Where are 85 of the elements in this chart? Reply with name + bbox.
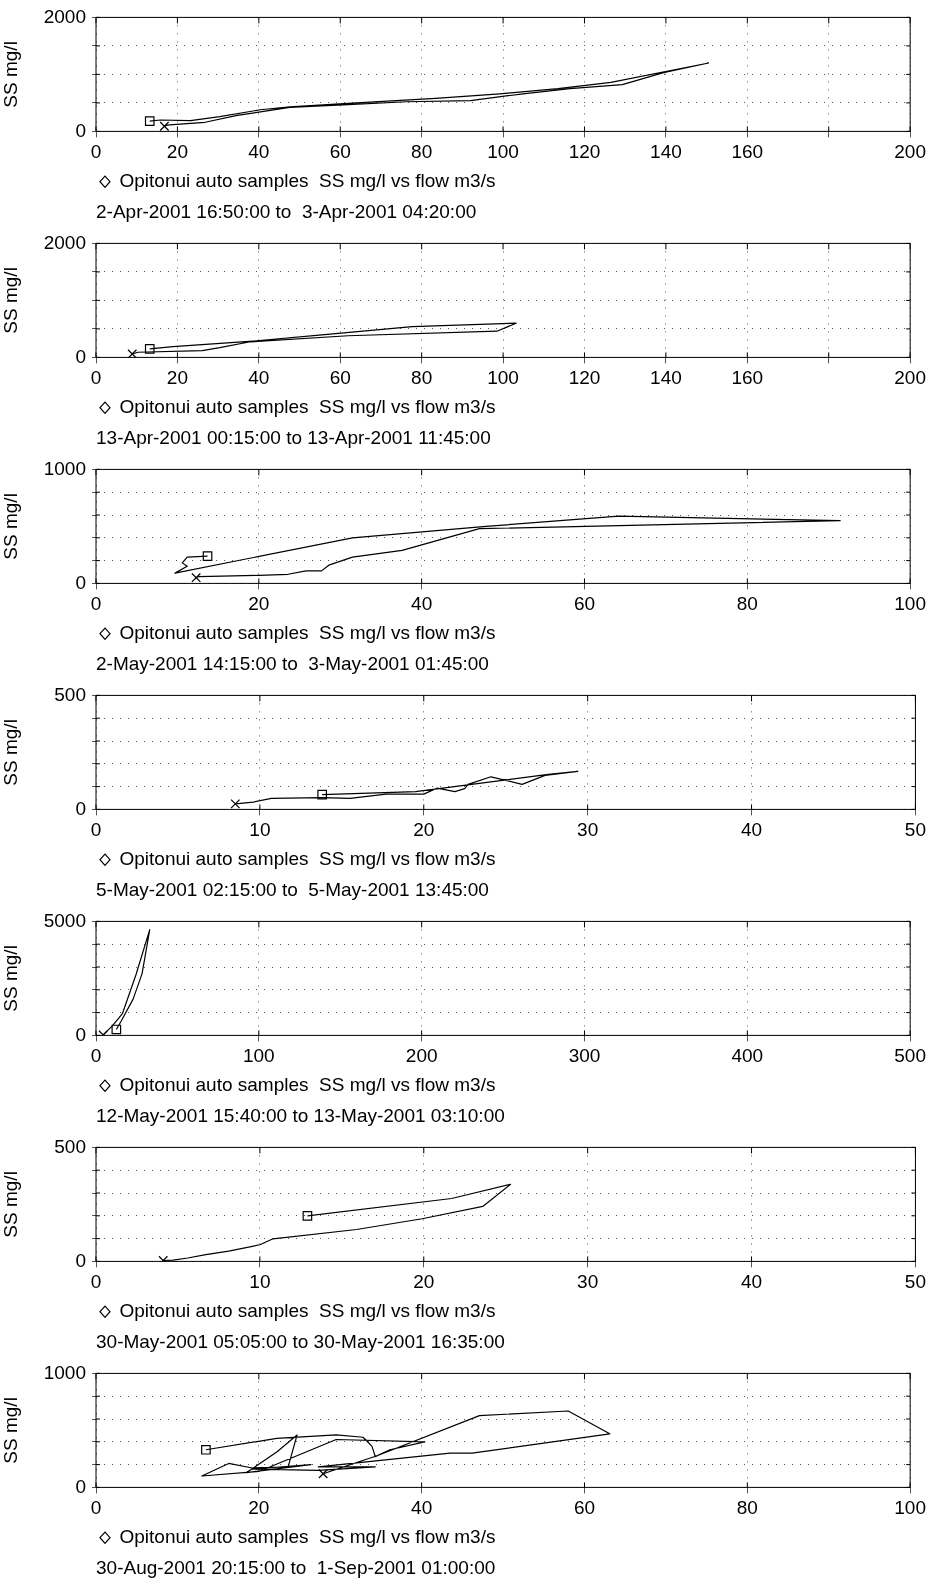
y-tick-label: 0	[75, 1475, 86, 1497]
legend-label: Opitonui auto samples SS mg/l vs flow m3/s	[119, 621, 496, 643]
x-tick-label: 20	[248, 593, 270, 615]
x-tick-label: 80	[411, 141, 433, 163]
y-tick-label: 0	[75, 345, 86, 367]
x-tick-label: 200	[894, 141, 926, 163]
text: 12-May-2001 15:40:00 to 13-May-2001 03:10:00	[96, 1104, 505, 1126]
x-tick-label: 80	[736, 593, 758, 615]
x-tick-label: 400	[731, 1045, 764, 1067]
x-tick-label: 10	[249, 1271, 271, 1293]
text: 2-May-2001 14:15:00 to 3-May-2001 01:45:00	[96, 652, 489, 674]
x-tick-label: 60	[573, 1497, 596, 1519]
y-tick-label: 0	[75, 571, 86, 593]
y-tick-label: 500	[54, 1135, 86, 1157]
x-tick-label: 40	[740, 1271, 763, 1293]
x-tick-label: 50	[904, 1271, 926, 1293]
x-tick-label: 60	[329, 141, 351, 163]
text: 30-May-2001 05:05:00 to 30-May-2001 16:35:00	[96, 1330, 505, 1352]
x-tick-label: 50	[904, 819, 926, 841]
legend-label: Opitonui auto samples SS mg/l vs flow m3/s	[119, 1525, 496, 1547]
x-tick-label: 0	[90, 141, 102, 163]
x-tick-label: 140	[650, 367, 682, 389]
x-tick-label: 100	[894, 1497, 926, 1519]
y-tick-label: 5000	[43, 909, 86, 931]
x-tick-label: 40	[248, 141, 270, 163]
x-tick-label: 0	[90, 593, 102, 615]
legend-label: Opitonui auto samples SS mg/l vs flow m3/s	[119, 1299, 496, 1321]
x-tick-label: 30	[577, 819, 599, 841]
x-tick-label: 80	[736, 1497, 758, 1519]
x-tick-label: 20	[248, 1497, 270, 1519]
x-tick-label: 40	[248, 367, 270, 389]
y-tick-label: 2000	[43, 231, 86, 253]
x-tick-label: 100	[487, 367, 519, 389]
y-axis-title: SS mg/l	[0, 945, 21, 1012]
text: 30-Aug-2001 20:15:00 to 1-Sep-2001 01:00:00	[96, 1556, 496, 1578]
x-tick-label: 160	[731, 141, 764, 163]
x-tick-label: 0	[90, 1497, 102, 1519]
x-tick-label: 60	[573, 593, 596, 615]
y-axis-title: SS mg/l	[0, 493, 21, 560]
y-axis-title: SS mg/l	[0, 41, 21, 108]
text: 2-Apr-2001 16:50:00 to 3-Apr-2001 04:20:00	[96, 200, 477, 222]
x-tick-label: 20	[413, 819, 435, 841]
x-tick-label: 160	[731, 367, 764, 389]
x-tick-label: 0	[90, 819, 102, 841]
y-tick-label: 1000	[43, 1361, 86, 1383]
x-tick-label: 200	[405, 1045, 438, 1067]
x-tick-label: 100	[242, 1045, 275, 1067]
x-tick-label: 0	[90, 1045, 102, 1067]
legend-label: Opitonui auto samples SS mg/l vs flow m3/s	[119, 169, 496, 191]
y-tick-label: 2000	[43, 5, 86, 27]
x-tick-label: 500	[894, 1045, 926, 1067]
y-tick-label: 0	[75, 1249, 86, 1271]
x-tick-label: 100	[487, 141, 519, 163]
legend-label: Opitonui auto samples SS mg/l vs flow m3/s	[119, 395, 496, 417]
x-tick-label: 40	[411, 1497, 433, 1519]
x-tick-label: 60	[329, 367, 351, 389]
y-tick-label: 1000	[43, 457, 86, 479]
x-tick-label: 120	[568, 367, 601, 389]
x-tick-label: 40	[411, 593, 433, 615]
x-tick-label: 40	[740, 819, 763, 841]
y-axis-title: SS mg/l	[0, 1171, 21, 1238]
legend-label: Opitonui auto samples SS mg/l vs flow m3/s	[119, 847, 496, 869]
text: 5-May-2001 02:15:00 to 5-May-2001 13:45:00	[96, 878, 489, 900]
x-tick-label: 0	[90, 1271, 102, 1293]
y-tick-label: 0	[75, 797, 86, 819]
x-tick-label: 20	[166, 367, 188, 389]
x-tick-label: 200	[894, 367, 926, 389]
x-tick-label: 30	[577, 1271, 599, 1293]
x-tick-label: 100	[894, 593, 926, 615]
text: 13-Apr-2001 00:15:00 to 13-Apr-2001 11:45:00	[96, 426, 491, 448]
x-tick-label: 80	[411, 367, 433, 389]
y-axis-title: SS mg/l	[0, 1397, 21, 1464]
x-tick-label: 20	[413, 1271, 435, 1293]
x-tick-label: 0	[90, 367, 102, 389]
y-tick-label: 500	[54, 683, 86, 705]
y-axis-title: SS mg/l	[0, 267, 21, 334]
x-tick-label: 300	[568, 1045, 601, 1067]
legend-label: Opitonui auto samples SS mg/l vs flow m3/s	[119, 1073, 496, 1095]
y-axis-title: SS mg/l	[0, 719, 21, 786]
x-tick-label: 140	[650, 141, 682, 163]
y-tick-label: 0	[75, 1023, 86, 1045]
y-tick-label: 0	[75, 119, 86, 141]
x-tick-label: 120	[568, 141, 601, 163]
x-tick-label: 20	[166, 141, 188, 163]
x-tick-label: 10	[249, 819, 271, 841]
